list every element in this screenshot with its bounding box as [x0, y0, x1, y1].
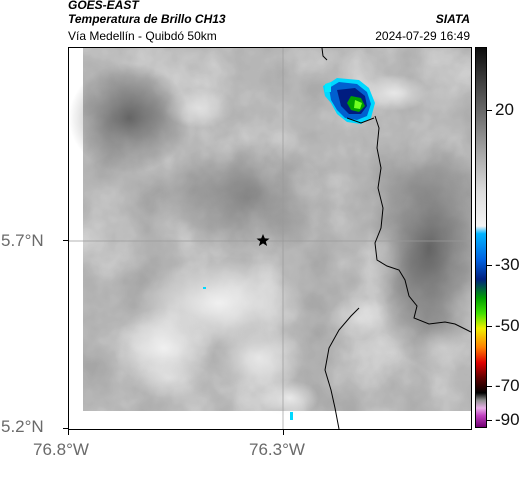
lon-label-76.3: 76.3°W: [249, 440, 305, 459]
lon-label-76.8: 76.8°W: [33, 440, 89, 459]
temperature-colorbar: [475, 47, 487, 428]
region-label: Vía Medellín - Quibdó 50km: [68, 29, 217, 43]
lat-tick: [63, 428, 69, 429]
colorbar-tick: [486, 420, 492, 421]
cold-pixel: [203, 287, 206, 289]
satellite-map: [68, 47, 472, 430]
colorbar-label-minus30: -30: [495, 255, 520, 274]
star-icon: [256, 234, 270, 246]
colorbar-tick: [486, 110, 492, 111]
product-title: Temperatura de Brillo CH13: [68, 12, 226, 26]
lat-label-5.2: 5.2°N: [1, 417, 44, 436]
colorbar-label-minus50: -50: [495, 316, 520, 335]
lon-tick: [283, 429, 284, 435]
lon-tick: [68, 429, 69, 435]
colorbar-label-minus70: -70: [495, 376, 520, 395]
lat-tick: [63, 240, 69, 241]
colorbar-label-20: 20: [495, 100, 514, 119]
colorbar-label-minus90: -90: [495, 410, 520, 429]
lat-label-5.7: 5.7°N: [1, 231, 44, 250]
colorbar-tick: [486, 326, 492, 327]
department-borders: [321, 48, 471, 429]
convective-storm-cell: [323, 78, 375, 124]
satellite-title: GOES-EAST: [68, 0, 139, 12]
agency-label: SIATA: [435, 12, 470, 26]
colorbar-tick: [486, 386, 492, 387]
cold-pixel: [290, 412, 293, 420]
colorbar-tick: [486, 265, 492, 266]
brightness-temperature-field: [69, 48, 471, 416]
timestamp-label: 2024-07-29 16:49: [375, 29, 470, 43]
